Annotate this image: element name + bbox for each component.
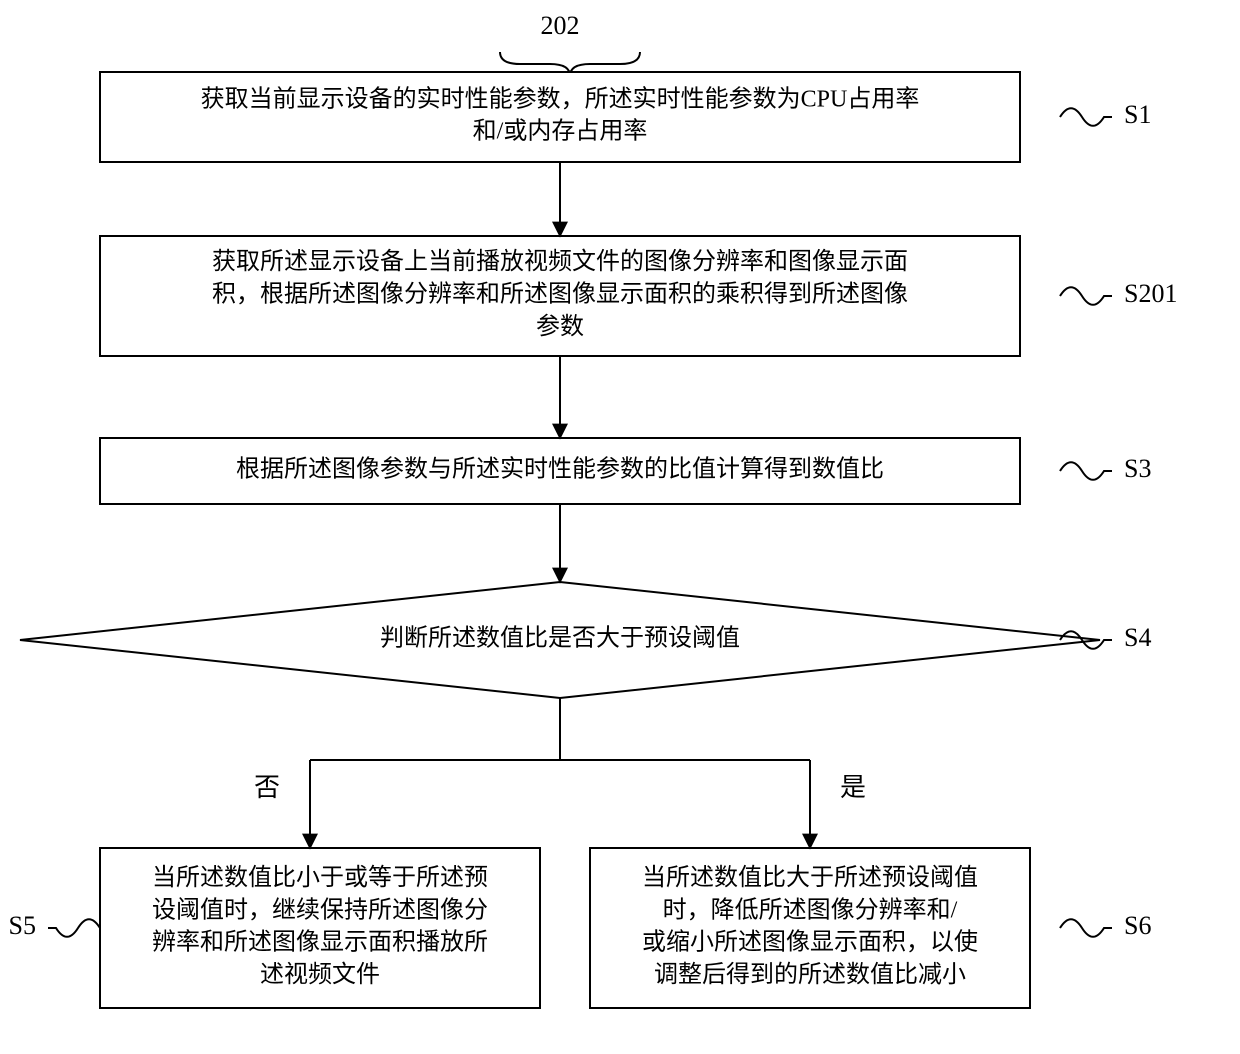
node-s5-line: 当所述数值比小于或等于所述预 (152, 864, 488, 891)
step-label: S3 (1124, 454, 1151, 483)
node-s4-line: 判断所述数值比是否大于预设阈值 (380, 625, 740, 652)
svg-text:202: 202 (541, 11, 580, 40)
decision-no-label: 否 (254, 773, 280, 802)
step-label: S6 (1124, 911, 1151, 940)
node-s1-line: 获取当前显示设备的实时性能参数，所述实时性能参数为CPU占用率 (201, 85, 920, 112)
node-s6-line: 时，降低所述图像分辨率和/ (663, 896, 958, 923)
step-label: S4 (1124, 623, 1151, 652)
node-s5-line: 辨率和所述图像显示面积播放所 (152, 929, 488, 956)
step-label: S5 (9, 911, 36, 940)
node-s5-line: 述视频文件 (260, 961, 380, 988)
step-label: S1 (1124, 100, 1151, 129)
node-s6-line: 调整后得到的所述数值比减小 (654, 961, 966, 988)
node-s201-line: 获取所述显示设备上当前播放视频文件的图像分辨率和图像显示面 (212, 248, 908, 275)
node-s6-line: 当所述数值比大于所述预设阈值 (642, 864, 978, 891)
node-s201-line: 参数 (536, 313, 584, 340)
node-s1-line: 和/或内存占用率 (473, 118, 648, 145)
node-s6-line: 或缩小所述图像显示面积，以使 (642, 929, 978, 956)
node-s5-line: 设阈值时，继续保持所述图像分 (152, 896, 488, 923)
step-label: S201 (1124, 279, 1177, 308)
node-s3-line: 根据所述图像参数与所述实时性能参数的比值计算得到数值比 (236, 456, 884, 483)
decision-yes-label: 是 (840, 773, 866, 802)
node-s201-line: 积，根据所述图像分辨率和所述图像显示面积的乘积得到所述图像 (212, 281, 908, 308)
